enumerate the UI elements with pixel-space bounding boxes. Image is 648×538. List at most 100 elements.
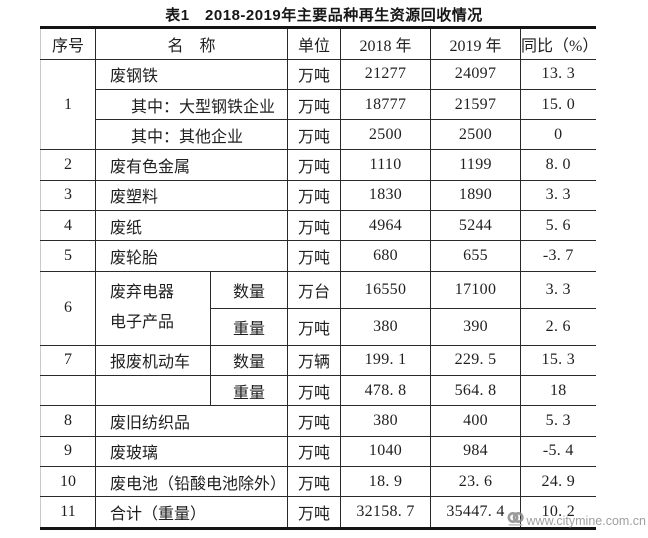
cell-2019: 655 — [430, 240, 522, 272]
cell-2018: 1110 — [340, 149, 432, 181]
cell-unit: 万吨 — [287, 210, 342, 242]
cell-2019: 5244 — [430, 210, 522, 242]
cell-2019: 1890 — [430, 179, 522, 212]
cell-yoy: 3. 3 — [520, 179, 596, 212]
cell-2019: 23. 6 — [430, 465, 522, 498]
cell-no: 4 — [40, 210, 96, 242]
cell-unit: 万吨 — [287, 465, 342, 498]
cell-2018: 1830 — [340, 179, 432, 212]
table-row: 其中：其他企业 万吨 2500 2500 0 — [41, 119, 596, 151]
cell-subcategory: 数量 — [209, 344, 289, 377]
cell-2019: 390 — [430, 307, 522, 346]
cell-name: 废弃电器 电子产品 — [95, 270, 211, 346]
table-row: 9 废玻璃 万吨 1040 984 -5. 4 — [40, 435, 596, 467]
cell-yoy: 13. 3 — [520, 58, 596, 90]
page-title: 表1 2018-2019年主要品种再生资源回收情况 — [165, 7, 483, 24]
cell-name: 合计（重量） — [94, 496, 289, 529]
table-row: 2 废有色金属 万吨 1110 1199 8. 0 — [40, 149, 596, 181]
cell-yoy: 18 — [520, 374, 596, 407]
cell-name: 报废机动车 — [95, 344, 211, 377]
cell-unit: 万吨 — [287, 240, 342, 272]
table-row: 4 废纸 万吨 4964 5244 5. 6 — [40, 210, 596, 242]
cell-2018: 478. 8 — [340, 374, 432, 407]
cell-2018: 2500 — [340, 119, 432, 151]
cell-2019: 2500 — [430, 119, 522, 151]
cell-yoy: 0 — [520, 119, 596, 151]
cell-2018: 680 — [340, 240, 432, 272]
cell-2019: 984 — [430, 435, 522, 467]
cell-2018: 4964 — [340, 210, 432, 242]
cell-unit: 万台 — [287, 270, 342, 309]
cell-2018: 21277 — [340, 58, 432, 90]
header-no: 序号 — [40, 27, 96, 60]
header-unit: 单位 — [287, 27, 342, 60]
cell-yoy: 8. 0 — [520, 149, 596, 181]
table-header-row: 序号 名 称 单位 2018 年 2019 年 同比（%） — [40, 27, 596, 60]
recycling-table: 序号 名 称 单位 2018 年 2019 年 同比（%） 1 废钢铁 万吨 2… — [40, 26, 596, 530]
cell-no: 9 — [40, 435, 96, 467]
cell-no: 10 — [40, 465, 96, 498]
cell-2018: 32158. 7 — [340, 496, 432, 529]
cell-no: 2 — [40, 149, 96, 181]
cell-unit: 万吨 — [287, 58, 342, 90]
cell-2018: 18. 9 — [340, 465, 432, 498]
cell-yoy: 2. 6 — [520, 307, 596, 346]
cell-2019: 229. 5 — [430, 344, 522, 377]
cell-2018: 1040 — [340, 435, 432, 467]
cell-2018: 380 — [340, 307, 432, 346]
cell-subcategory: 重量 — [209, 374, 289, 407]
citymine-logo-icon — [507, 510, 524, 530]
table-row: 8 废旧纺织品 万吨 380 400 5. 3 — [40, 405, 596, 437]
table-row: 7 报废机动车 数量 万辆 199. 1 229. 5 15. 3 — [40, 344, 596, 377]
cell-name — [95, 374, 211, 407]
cell-unit: 万吨 — [287, 496, 342, 529]
cell-name: 废塑料 — [94, 179, 289, 212]
cell-no: 11 — [40, 496, 96, 529]
cell-2019: 564. 8 — [430, 374, 522, 407]
table-row: 其中：大型钢铁企业 万吨 18777 21597 15. 0 — [41, 88, 596, 121]
header-yoy: 同比（%） — [520, 27, 596, 60]
cell-2019: 35447. 4 — [430, 496, 522, 529]
watermark-url: www.citymine.com.cn — [526, 514, 646, 528]
table-row: 10 废电池（铅酸电池除外） 万吨 18. 9 23. 6 24. 9 — [40, 465, 596, 498]
cell-name: 废电池（铅酸电池除外） — [94, 465, 289, 498]
cell-yoy: 24. 9 — [520, 465, 596, 498]
cell-name: 废纸 — [94, 210, 289, 242]
table-row: 6 废弃电器 电子产品 数量 万台 16550 17100 3. 3 — [40, 270, 596, 346]
cell-unit: 万辆 — [287, 344, 342, 377]
cell-no: 1 — [40, 58, 96, 151]
header-name: 名 称 — [94, 27, 289, 60]
cell-unit: 万吨 — [287, 405, 342, 437]
cell-yoy: 15. 0 — [520, 88, 596, 121]
cell-2018: 380 — [340, 405, 432, 437]
cell-no — [40, 374, 96, 407]
cell-unit: 万吨 — [287, 88, 342, 121]
cell-unit: 万吨 — [287, 119, 342, 151]
cell-name: 废钢铁 — [94, 58, 289, 90]
cell-yoy: 10. 2 — [520, 496, 596, 529]
cell-unit: 万吨 — [287, 179, 342, 212]
cell-yoy: 5. 6 — [520, 210, 596, 242]
header-2019: 2019 年 — [430, 27, 522, 60]
cell-2019: 1199 — [430, 149, 522, 181]
cell-2019: 24097 — [430, 58, 522, 90]
cell-2018: 199. 1 — [340, 344, 432, 377]
table-row: 5 废轮胎 万吨 680 655 -3. 7 — [40, 240, 596, 272]
cell-name: 废旧纺织品 — [94, 405, 289, 437]
cell-yoy: -3. 7 — [520, 240, 596, 272]
cell-yoy: 3. 3 — [520, 270, 596, 309]
cell-2019: 17100 — [430, 270, 522, 309]
cell-name: 废玻璃 — [94, 435, 289, 467]
cell-yoy: 15. 3 — [520, 344, 596, 377]
cell-yoy: 5. 3 — [520, 405, 596, 437]
cell-name: 废有色金属 — [94, 149, 289, 181]
cell-2018: 18777 — [340, 88, 432, 121]
cell-2019: 400 — [430, 405, 522, 437]
cell-no: 6 — [40, 270, 96, 346]
watermark: www.citymine.com.cn — [507, 511, 646, 531]
table-row: 3 废塑料 万吨 1830 1890 3. 3 — [40, 179, 596, 212]
cell-no: 3 — [40, 179, 96, 212]
cell-unit: 万吨 — [287, 149, 342, 181]
cell-no: 8 — [40, 405, 96, 437]
